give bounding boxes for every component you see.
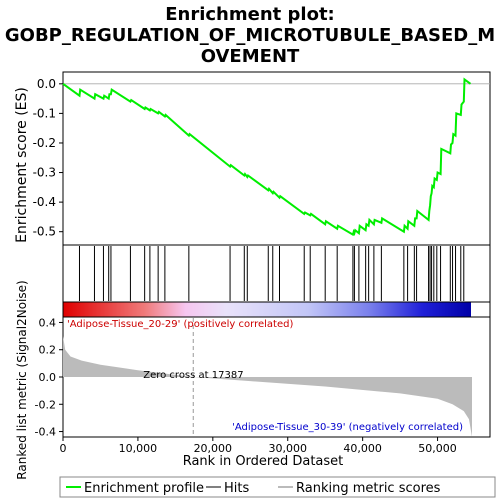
metric-ytick-label: -0.4 — [35, 426, 56, 439]
x-tick-label: 20,000 — [194, 442, 233, 455]
es-ytick-label: -0.4 — [33, 195, 56, 209]
legend-label-hits: Hits — [224, 481, 249, 496]
es-ytick-label: -0.5 — [33, 225, 56, 239]
es-axis-label: Enrichment score (ES) — [14, 87, 30, 243]
es-ytick-label: -0.1 — [33, 106, 56, 120]
metric-ytick-label: 0.2 — [39, 344, 57, 357]
es-ytick-label: 0.0 — [37, 77, 56, 91]
rank-color-bar — [63, 302, 471, 317]
metric-ytick-label: 0.4 — [39, 316, 57, 329]
x-tick-label: 50,000 — [418, 442, 457, 455]
hits-panel — [62, 244, 491, 303]
es-ytick-label: -0.3 — [33, 166, 56, 180]
metric-ytick-label: 0.0 — [39, 371, 57, 384]
negative-class-label: 'Adipose-Tissue_30-39' (negatively corre… — [232, 422, 463, 433]
chart-title-line3: OVEMENT — [201, 46, 300, 67]
es-ytick-label: -0.2 — [33, 136, 56, 150]
chart-title-line2: GOBP_REGULATION_OF_MICROTUBULE_BASED_M — [5, 25, 495, 46]
chart-legend: Enrichment profile Hits Ranking metric s… — [59, 476, 496, 498]
es-panel: 0.0 -0.1 -0.2 -0.3 -0.4 -0.5 — [33, 71, 491, 246]
metric-axis-label: Ranked list metric (Signal2Noise) — [15, 280, 29, 479]
metric-ytick-label: -0.2 — [35, 398, 56, 411]
metric-panel: Zero cross at 17387 'Adipose-Tissue_20-2… — [35, 316, 491, 455]
zero-cross-label: Zero cross at 17387 — [143, 370, 243, 381]
legend-label-metric: Ranking metric scores — [296, 481, 441, 496]
ranking-metric-area — [63, 336, 472, 437]
hits-panel-frame — [62, 244, 491, 303]
legend-frame — [59, 476, 496, 498]
x-tick-label: 40,000 — [343, 442, 382, 455]
x-tick-label: 30,000 — [268, 442, 307, 455]
x-tick-label: 0 — [60, 442, 67, 455]
enrichment-profile-line — [62, 77, 472, 237]
positive-class-label: 'Adipose-Tissue_20-29' (positively corre… — [67, 319, 293, 330]
x-axis-label: Rank in Ordered Dataset — [183, 454, 344, 469]
chart-title-line1: Enrichment plot: — [165, 4, 335, 25]
x-tick-label: 10,000 — [119, 442, 158, 455]
es-panel-frame — [62, 71, 491, 246]
legend-label-enrichment: Enrichment profile — [84, 481, 204, 496]
